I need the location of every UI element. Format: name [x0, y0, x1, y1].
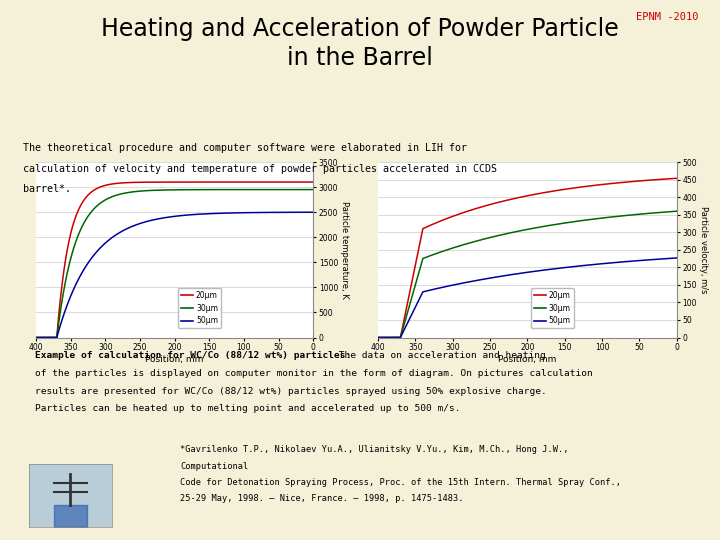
Text: Heating and Acceleration of Powder Particle
in the Barrel: Heating and Acceleration of Powder Parti… — [101, 17, 619, 70]
Text: Code for Detonation Spraying Process, Proc. of the 15th Intern. Thermal Spray Co: Code for Detonation Spraying Process, Pr… — [180, 478, 621, 487]
Text: *Gavrilenko T.P., Nikolaev Yu.A., Ulianitsky V.Yu., Kim, M.Ch., Hong J.W.,: *Gavrilenko T.P., Nikolaev Yu.A., Uliani… — [180, 446, 569, 455]
Text: Particles can be heated up to melting point and accelerated up to 500 m/s.: Particles can be heated up to melting po… — [35, 404, 460, 414]
Text: results are presented for WC/Co (88/12 wt%) particles sprayed using 50% explosiv: results are presented for WC/Co (88/12 w… — [35, 387, 546, 396]
Text: of the particles is displayed on computer monitor in the form of diagram. On pic: of the particles is displayed on compute… — [35, 369, 593, 378]
X-axis label: Position, mm: Position, mm — [498, 355, 557, 364]
Text: The theoretical procedure and computer software were elaborated in LIH for: The theoretical procedure and computer s… — [23, 143, 467, 153]
Text: calculation of velocity and temperature of powder particles accelerated in CCDS: calculation of velocity and temperature … — [23, 164, 497, 174]
Text: EPNM -2010: EPNM -2010 — [636, 12, 698, 22]
Text: 25-29 May, 1998. – Nice, France. – 1998, p. 1475-1483.: 25-29 May, 1998. – Nice, France. – 1998,… — [180, 494, 464, 503]
Legend: 20μm, 30μm, 50μm: 20μm, 30μm, 50μm — [531, 288, 574, 328]
X-axis label: Position, mm: Position, mm — [145, 355, 204, 364]
Text: barrel*.: barrel*. — [23, 184, 71, 194]
Y-axis label: Particle temperature, K: Particle temperature, K — [341, 201, 349, 299]
Text: The data on acceleration and heating: The data on acceleration and heating — [333, 351, 546, 360]
Y-axis label: Particle velocity, m/s: Particle velocity, m/s — [699, 206, 708, 294]
Text: Computational: Computational — [180, 462, 248, 471]
Text: Example of calculation for WC/Co (88/12 wt%) particles:: Example of calculation for WC/Co (88/12 … — [35, 351, 351, 360]
Legend: 20μm, 30μm, 50μm: 20μm, 30μm, 50μm — [179, 288, 221, 328]
